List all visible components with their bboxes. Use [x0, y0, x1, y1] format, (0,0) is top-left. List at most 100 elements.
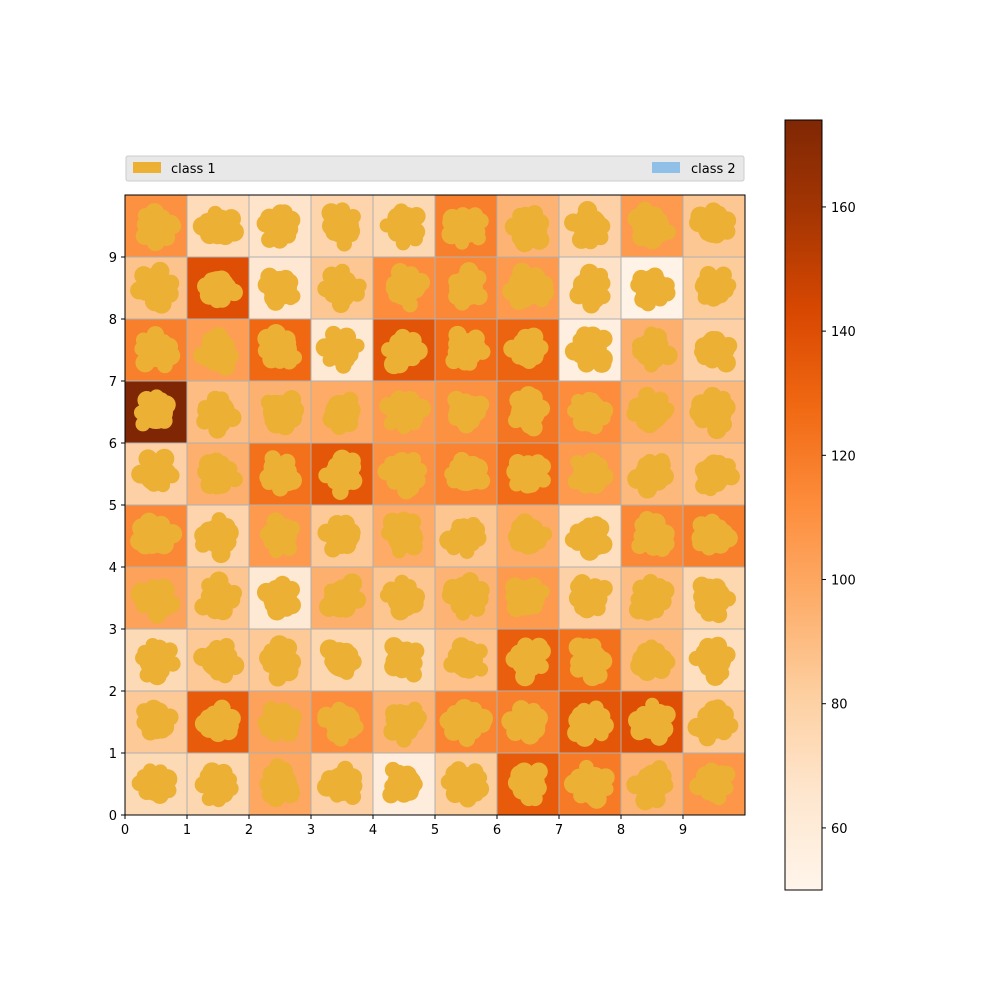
class-1-blob [503, 327, 549, 370]
x-tick-label: 4 [369, 823, 377, 838]
class-1-blob [439, 699, 494, 748]
y-axis: 0 1 2 3 4 5 6 7 8 9 [109, 251, 125, 824]
class-1-blob [505, 577, 550, 618]
class-1-blob [130, 578, 181, 624]
class-1-blob [318, 449, 363, 500]
colorbar-tick-label: 80 [831, 698, 848, 713]
colorbar-ticks: 60 80 100 120 140 160 [822, 201, 856, 837]
legend-label-class-1: class 1 [171, 162, 216, 177]
colorbar-tick-label: 60 [831, 822, 848, 837]
class-1-blob [694, 265, 737, 307]
x-tick-label: 1 [183, 823, 191, 838]
class-1-blob [564, 200, 611, 250]
class-1-blob [631, 326, 678, 373]
class-1-blob [136, 699, 179, 741]
class-1-blob [319, 639, 362, 680]
class-1-blob [689, 386, 736, 440]
y-tick-label: 0 [109, 809, 117, 824]
y-tick-label: 3 [109, 623, 117, 638]
class-1-blob [130, 261, 180, 314]
class-1-blob [377, 452, 428, 500]
class-1-blob [692, 576, 736, 624]
class-1-blob [507, 513, 553, 555]
class-1-blob [448, 262, 488, 311]
legend-label-class-2: class 2 [691, 162, 736, 177]
class-1-blob [257, 267, 301, 311]
class-1-blob [507, 762, 548, 807]
class-1-blob [130, 512, 183, 555]
class-1-blob [131, 448, 180, 493]
class-1-blob [317, 701, 364, 747]
x-tick-label: 8 [617, 823, 625, 838]
class-1-blob [689, 202, 737, 244]
class-1-blob [439, 517, 487, 559]
class-1-blob [194, 699, 241, 743]
class-1-blob [197, 270, 243, 309]
class-1-blob [197, 452, 243, 495]
class-1-blob [259, 512, 300, 559]
class-1-blob [133, 389, 176, 432]
class-1-blob [193, 637, 245, 684]
class-1-blob [505, 637, 551, 687]
class-1-blob [567, 452, 614, 494]
class-1-blob [134, 326, 181, 374]
class-1-blob [384, 637, 425, 683]
class-1-blob [627, 697, 676, 746]
class-1-blob [135, 203, 182, 252]
y-tick-label: 2 [109, 685, 117, 700]
legend: class 1 class 2 [125, 155, 745, 182]
class-1-blob [322, 391, 361, 436]
colorbar-tick-label: 120 [831, 449, 856, 464]
class-1-blob [507, 386, 551, 437]
class-1-blob [627, 453, 674, 499]
class-1-blob [569, 263, 611, 314]
x-tick-label: 5 [431, 823, 439, 838]
class-1-blob [504, 205, 550, 253]
class-1-blob [260, 390, 305, 436]
y-tick-label: 7 [109, 375, 117, 390]
class-1-blob [259, 635, 302, 687]
class-1-blob [193, 327, 239, 376]
class-1-blob [502, 262, 555, 311]
class-1-blob [444, 451, 491, 491]
class-1-blob [689, 762, 736, 806]
class-1-blob [564, 516, 613, 561]
class-1-blob [257, 701, 302, 742]
class-1-blob [381, 511, 424, 559]
class-1-blob [629, 573, 675, 621]
class-1-blob [194, 762, 239, 808]
x-tick-label: 7 [555, 823, 563, 838]
class-1-blob [447, 390, 490, 434]
class-blobs [130, 200, 740, 811]
class-1-blob [630, 639, 676, 682]
x-tick-label: 9 [679, 823, 687, 838]
x-tick-label: 6 [493, 823, 501, 838]
class-1-blob [506, 454, 551, 494]
class-1-blob [381, 328, 428, 375]
x-axis: 0 1 2 3 4 5 6 7 8 9 [121, 815, 687, 838]
class-1-blob [631, 510, 675, 557]
class-1-blob [441, 207, 489, 250]
class-1-blob [194, 512, 239, 564]
class-1-blob [626, 386, 675, 434]
class-1-blob [694, 454, 740, 497]
legend-swatch-class-2 [652, 162, 680, 173]
class-1-blob [568, 574, 613, 619]
class-1-blob [445, 325, 491, 371]
class-1-blob [563, 759, 615, 809]
class-1-blob [383, 701, 427, 748]
class-1-blob [192, 205, 244, 246]
class-1-blob [317, 263, 367, 314]
class-1-blob [196, 390, 242, 439]
class-1-blob [257, 324, 303, 370]
class-1-blob [567, 700, 614, 747]
y-tick-label: 4 [109, 561, 117, 576]
class-1-blob [441, 572, 490, 621]
class-1-blob [688, 636, 736, 686]
y-tick-label: 6 [109, 437, 117, 452]
class-1-blob [568, 637, 613, 687]
class-1-blob [256, 204, 301, 249]
class-1-blob [385, 263, 431, 313]
class-1-blob [317, 514, 361, 558]
